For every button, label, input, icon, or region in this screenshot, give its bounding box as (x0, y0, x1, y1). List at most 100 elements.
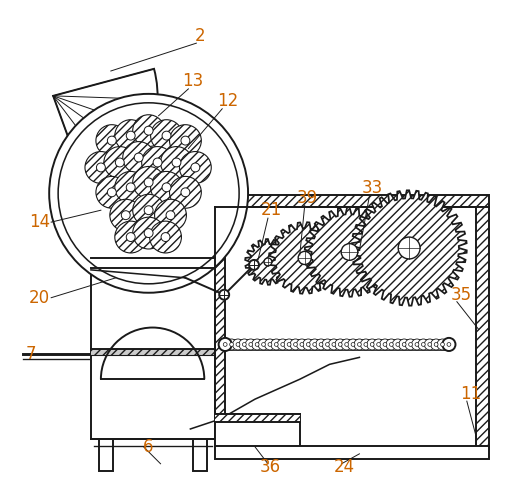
Circle shape (96, 124, 128, 157)
Wedge shape (53, 69, 157, 194)
Circle shape (223, 342, 227, 346)
Circle shape (380, 339, 391, 350)
Circle shape (161, 233, 170, 242)
Circle shape (271, 339, 282, 350)
Text: 39: 39 (297, 189, 318, 207)
Circle shape (180, 152, 211, 183)
Bar (215, 414, 300, 422)
Circle shape (245, 339, 256, 350)
Circle shape (383, 342, 387, 346)
Circle shape (402, 342, 406, 346)
Circle shape (441, 342, 444, 346)
Circle shape (345, 342, 348, 346)
Circle shape (415, 342, 419, 346)
Circle shape (243, 342, 246, 346)
Circle shape (373, 339, 384, 350)
Circle shape (390, 342, 393, 346)
Circle shape (287, 342, 291, 346)
Circle shape (294, 342, 297, 346)
Circle shape (405, 339, 416, 350)
Polygon shape (351, 190, 467, 306)
Circle shape (252, 339, 263, 350)
Circle shape (296, 339, 308, 350)
Circle shape (110, 199, 142, 231)
Circle shape (96, 163, 105, 172)
Circle shape (133, 115, 165, 147)
Circle shape (341, 339, 352, 350)
Circle shape (268, 342, 272, 346)
Circle shape (377, 342, 380, 346)
Circle shape (126, 183, 135, 192)
Circle shape (319, 342, 323, 346)
Bar (91, 258, 215, 439)
Text: 24: 24 (334, 458, 355, 476)
Circle shape (126, 131, 135, 140)
Circle shape (411, 339, 423, 350)
Circle shape (220, 339, 231, 350)
Bar (194, 439, 207, 471)
Text: 11: 11 (460, 385, 481, 403)
Circle shape (386, 339, 397, 350)
Circle shape (434, 342, 438, 346)
Circle shape (172, 158, 181, 167)
Circle shape (422, 342, 425, 346)
Circle shape (326, 342, 329, 346)
Circle shape (115, 221, 147, 253)
Circle shape (258, 339, 269, 350)
Circle shape (236, 342, 240, 346)
Bar (91, 349, 215, 355)
Polygon shape (269, 222, 341, 293)
Bar (91, 258, 215, 268)
Circle shape (309, 339, 320, 350)
Circle shape (396, 342, 400, 346)
Circle shape (226, 339, 237, 350)
Circle shape (169, 176, 201, 208)
Circle shape (144, 206, 153, 215)
Circle shape (277, 339, 288, 350)
Circle shape (431, 339, 442, 350)
Text: 35: 35 (450, 286, 472, 304)
Circle shape (107, 188, 116, 197)
Circle shape (284, 339, 295, 350)
Bar (215, 195, 489, 207)
Bar (215, 414, 300, 449)
Circle shape (447, 342, 451, 346)
Polygon shape (305, 207, 394, 297)
Circle shape (354, 339, 365, 350)
Bar (476, 207, 489, 449)
Polygon shape (245, 239, 291, 285)
Text: 6: 6 (143, 438, 154, 456)
Circle shape (370, 342, 374, 346)
Circle shape (358, 342, 361, 346)
Circle shape (262, 342, 265, 346)
Circle shape (144, 229, 153, 238)
Circle shape (233, 339, 244, 350)
Circle shape (281, 342, 285, 346)
Circle shape (348, 339, 359, 350)
Circle shape (364, 342, 368, 346)
Bar (215, 446, 489, 459)
Circle shape (399, 339, 410, 350)
Circle shape (360, 339, 372, 350)
Circle shape (442, 338, 456, 351)
Circle shape (303, 339, 314, 350)
Circle shape (290, 339, 301, 350)
Circle shape (160, 147, 192, 178)
Circle shape (133, 217, 165, 249)
Circle shape (332, 342, 336, 346)
Circle shape (219, 290, 229, 300)
Circle shape (437, 339, 448, 350)
Text: 21: 21 (260, 201, 282, 219)
Circle shape (162, 131, 171, 140)
Circle shape (115, 171, 147, 203)
Circle shape (123, 142, 155, 173)
Circle shape (49, 94, 248, 293)
Circle shape (265, 339, 276, 350)
Circle shape (144, 126, 153, 135)
Circle shape (162, 183, 171, 192)
Circle shape (298, 251, 311, 264)
Circle shape (313, 342, 317, 346)
Circle shape (335, 339, 346, 350)
Circle shape (96, 176, 128, 208)
Circle shape (307, 342, 310, 346)
